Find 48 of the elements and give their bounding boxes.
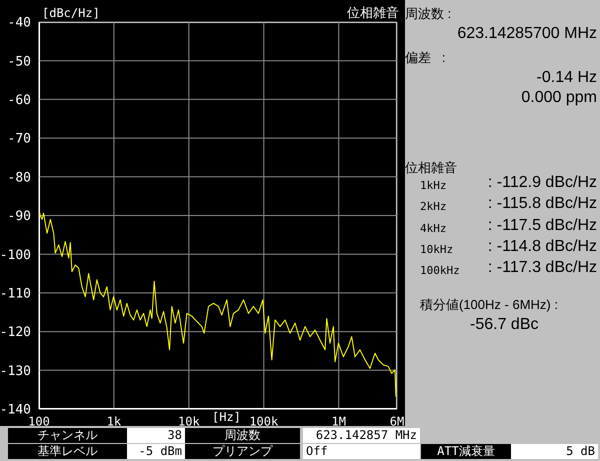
y-tick-label: -140	[0, 402, 31, 418]
y-tick-label: -40	[8, 16, 31, 31]
text: 基準レベル	[8, 444, 127, 459]
text: : -112.9 dBc/Hz	[486, 174, 597, 191]
text: -56.7 dBc	[470, 316, 538, 333]
y-tick-label: -80	[8, 170, 31, 186]
text: 100kHz	[420, 263, 460, 278]
y-axis-title: [dBc/Hz]	[42, 6, 100, 20]
text: 623.142857 MHz	[303, 428, 420, 443]
text: 周波数	[185, 428, 300, 443]
text: プリアンプ	[185, 444, 300, 459]
text: ATT減衰量	[421, 444, 511, 459]
text: -5 dBm	[127, 444, 185, 459]
x-tick-label: 10k	[178, 414, 200, 429]
text: 周波数 :	[405, 6, 452, 21]
x-tick-label: 100k	[249, 414, 279, 429]
text: 0.000 ppm	[520, 89, 597, 106]
text: 623.14285700 MHz	[456, 25, 597, 42]
chart-title: 位相雑音	[347, 4, 399, 22]
y-tick-label: -90	[8, 209, 31, 224]
x-tick-label: 100	[28, 414, 50, 429]
text: チャンネル	[8, 428, 127, 443]
text: : -114.8 dBc/Hz	[486, 238, 597, 255]
y-tick-label: -70	[8, 132, 31, 147]
text: 積分値(100Hz - 6MHz) :	[420, 297, 558, 312]
text: 2kHz	[420, 199, 446, 214]
text: 5 dB	[511, 444, 598, 459]
x-tick-label: 6M	[390, 414, 404, 429]
x-tick-label: 1M	[331, 414, 346, 429]
y-tick-label: -50	[8, 54, 31, 70]
text: 10kHz	[420, 242, 454, 257]
x-tick-label: 1k	[106, 414, 122, 429]
text: : -117.3 dBc/Hz	[488, 259, 597, 276]
text: : -115.8 dBc/Hz	[486, 195, 597, 212]
y-tick-label: -60	[8, 93, 31, 108]
y-tick-label: -100	[0, 248, 31, 263]
text: 位相雑音	[405, 160, 457, 175]
y-tick-label: -110	[0, 286, 31, 302]
text: : -117.5 dBc/Hz	[486, 216, 597, 234]
text: 偏差 :	[405, 50, 446, 65]
text: 38	[127, 428, 185, 443]
y-tick-label: -120	[0, 325, 31, 340]
y-tick-label: -130	[0, 364, 31, 379]
text: 1kHz	[420, 178, 446, 193]
text: Off	[303, 444, 420, 459]
text: 4kHz	[420, 220, 446, 236]
x-axis-title: [Hz]	[212, 410, 241, 424]
text: -0.14 Hz	[536, 69, 597, 86]
